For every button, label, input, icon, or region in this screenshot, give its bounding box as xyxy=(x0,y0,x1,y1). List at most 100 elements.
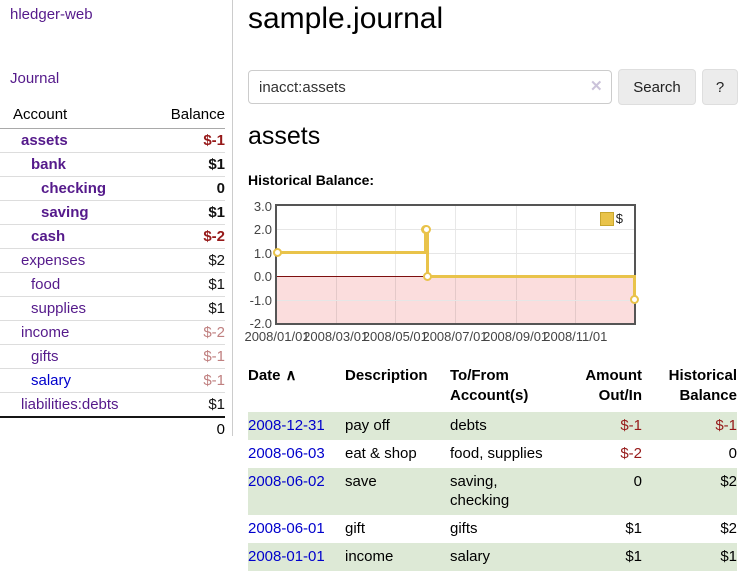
col-header-balance: Historical Balance xyxy=(668,367,737,404)
col-header-description: Description xyxy=(345,367,428,384)
transaction-description: save xyxy=(345,473,377,490)
accounts-body: assets $-1 bank $1 checking 0 saving $1 cash $-2 e… xyxy=(0,129,225,417)
account-row: expenses $2 xyxy=(0,248,225,273)
transaction-date: 2008-01-01 xyxy=(248,543,345,571)
accounts-header-row: Account Balance xyxy=(0,102,225,129)
account-link[interactable]: bank xyxy=(31,156,67,173)
search-form: ✕ Search ? xyxy=(248,69,742,105)
account-link[interactable]: income xyxy=(21,324,70,341)
chart-series-line xyxy=(427,274,634,278)
account-balance: $1 xyxy=(154,272,225,297)
transaction-balance: $2 xyxy=(720,520,737,537)
chart-series-line xyxy=(632,274,636,302)
sidebar-item-journal[interactable]: Journal xyxy=(10,70,60,87)
y-axis-label: -1.0 xyxy=(249,292,272,308)
col-header-date[interactable]: Date ∧ xyxy=(248,367,297,384)
chart-negative-region xyxy=(277,276,634,323)
transaction-balance: $2 xyxy=(720,473,737,490)
transaction-row: 2008-01-01 income salary $1 $1 xyxy=(248,543,737,571)
transaction-accounts: food, supplies xyxy=(450,445,543,462)
transactions-body: 2008-12-31 pay off debts $-1 $-1 2008-06-03 ea… xyxy=(248,412,737,571)
account-row: food $1 xyxy=(0,272,225,297)
accounts-header-balance: Balance xyxy=(154,102,225,129)
page-title: sample.journal xyxy=(248,2,444,35)
account-balance: $-1 xyxy=(154,344,225,369)
account-balance: $-2 xyxy=(154,224,225,249)
transaction-date-link[interactable]: 2008-06-02 xyxy=(248,473,325,490)
transaction-description: income xyxy=(345,548,394,565)
transaction-amount: 0 xyxy=(633,473,642,490)
search-input[interactable] xyxy=(248,70,612,104)
help-button[interactable]: ? xyxy=(702,69,738,105)
transaction-balance: $1 xyxy=(720,548,737,565)
transactions-header-row: Date ∧ Description To/From Account(s) Amo… xyxy=(248,364,737,412)
account-link[interactable]: checking xyxy=(41,180,107,197)
transaction-date-link[interactable]: 2008-12-31 xyxy=(248,417,325,434)
account-row: supplies $1 xyxy=(0,296,225,321)
account-balance: $2 xyxy=(154,248,225,273)
account-heading: assets xyxy=(248,122,321,150)
chart-title: Historical Balance: xyxy=(248,172,375,188)
legend-label: $ xyxy=(615,211,623,226)
account-link[interactable]: cash xyxy=(31,228,66,245)
transaction-description: eat & shop xyxy=(345,445,417,462)
col-header-tofrom: To/From Account(s) xyxy=(450,367,529,404)
x-axis-label: 2008/11/01 xyxy=(543,329,608,344)
transaction-date-link[interactable]: 2008-01-01 xyxy=(248,548,325,565)
account-balance: $1 xyxy=(154,392,225,417)
account-row: salary $-1 xyxy=(0,368,225,393)
transaction-row: 2008-06-01 gift gifts $1 $2 xyxy=(248,515,737,543)
y-axis-label: -2.0 xyxy=(249,316,272,331)
chart-gridline xyxy=(277,229,634,231)
chart-legend: $ xyxy=(599,211,623,226)
chart-gridline xyxy=(277,252,634,254)
transaction-accounts: salary xyxy=(450,548,491,565)
account-row: liabilities:debts $1 xyxy=(0,392,225,417)
x-axis-label: 2008/09/01 xyxy=(483,329,549,344)
chart-series-line xyxy=(426,227,430,278)
sort-ascending-icon: ∧ xyxy=(285,367,297,384)
app-brand-link[interactable]: hledger-web xyxy=(10,6,93,23)
account-link[interactable]: liabilities:debts xyxy=(21,396,119,413)
chart-point-marker xyxy=(272,248,282,258)
transaction-accounts: gifts xyxy=(450,520,478,537)
transaction-amount: $-2 xyxy=(620,445,642,462)
transaction-date-link[interactable]: 2008-06-03 xyxy=(248,445,325,462)
account-link[interactable]: expenses xyxy=(21,252,86,269)
x-axis-label: 2008/01/01 xyxy=(244,329,310,344)
account-row: saving $1 xyxy=(0,200,225,225)
account-link[interactable]: assets xyxy=(21,132,68,149)
transaction-date: 2008-12-31 xyxy=(248,412,345,440)
y-axis-label: 3.0 xyxy=(253,199,272,214)
x-axis-label: 2008/05/01 xyxy=(362,329,428,344)
transaction-amount: $-1 xyxy=(620,417,642,434)
account-link[interactable]: salary xyxy=(31,372,72,389)
chart-gridline xyxy=(575,206,577,323)
col-header-amount: Amount Out/In xyxy=(585,367,642,404)
account-link[interactable]: supplies xyxy=(31,300,87,317)
account-link[interactable]: food xyxy=(31,276,61,293)
chart-gridline xyxy=(395,206,397,323)
chart-series-line xyxy=(424,227,428,255)
account-link[interactable]: gifts xyxy=(31,348,59,365)
clear-search-icon[interactable]: ✕ xyxy=(590,78,603,95)
account-row: gifts $-1 xyxy=(0,344,225,369)
transaction-description: pay off xyxy=(345,417,390,434)
chart-gridline xyxy=(455,206,456,323)
transaction-date-link[interactable]: 2008-06-01 xyxy=(248,520,325,537)
transaction-amount: $1 xyxy=(625,548,642,565)
accounts-total-value: 0 xyxy=(154,416,225,442)
transaction-description: gift xyxy=(345,520,366,537)
account-link[interactable]: saving xyxy=(41,204,89,221)
account-row: checking 0 xyxy=(0,176,225,201)
y-axis-label: 2.0 xyxy=(253,222,272,238)
chart-point-marker xyxy=(422,224,432,234)
chart-series-line xyxy=(277,251,426,255)
transaction-date: 2008-06-02 xyxy=(248,468,345,515)
account-balance: $-1 xyxy=(203,132,225,149)
account-balance: $1 xyxy=(154,296,225,321)
search-button[interactable]: Search xyxy=(618,69,696,105)
account-row: cash $-2 xyxy=(0,224,225,249)
accounts-total-row: 0 xyxy=(0,416,225,442)
y-axis-label: 0.0 xyxy=(253,269,272,285)
